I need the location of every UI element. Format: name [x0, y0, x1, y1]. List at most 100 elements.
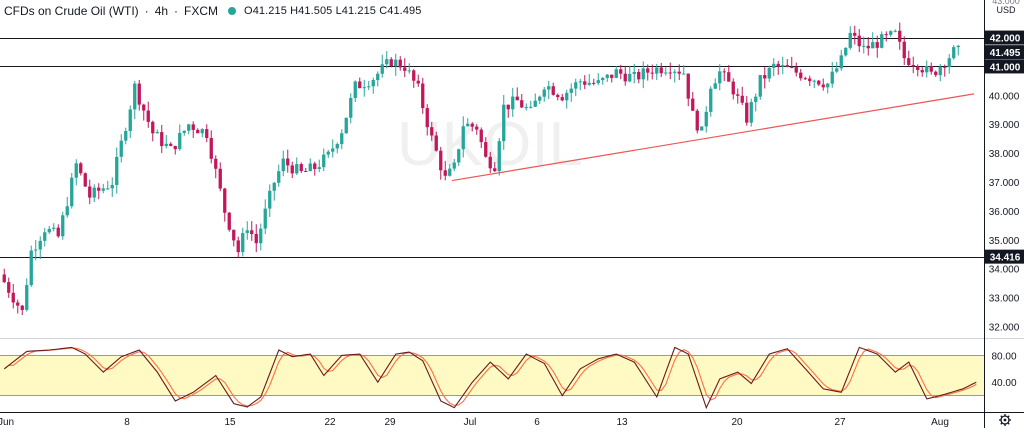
candle — [952, 44, 956, 60]
candle-body — [236, 240, 240, 253]
candle-body — [736, 94, 740, 96]
candle — [610, 74, 614, 83]
candle-body — [862, 45, 866, 47]
candle-body — [538, 96, 542, 101]
candle-body — [196, 129, 200, 134]
candle-body — [628, 73, 632, 82]
candle-body — [691, 98, 695, 111]
candle-body — [448, 168, 452, 176]
candle-body — [506, 104, 510, 110]
candle-body — [479, 129, 483, 143]
candle-body — [614, 69, 618, 78]
candle — [632, 63, 636, 84]
candle-body — [488, 156, 492, 169]
candle — [700, 126, 704, 131]
candle-body — [394, 59, 398, 67]
candle — [326, 149, 330, 159]
time-tick-label: Jul — [464, 417, 477, 428]
candle — [250, 221, 254, 241]
candle-body — [619, 69, 623, 74]
candle-body — [475, 126, 479, 130]
candle — [358, 77, 362, 89]
time-tick-label: Aug — [931, 417, 949, 428]
candle-body — [790, 66, 794, 68]
candle — [349, 93, 353, 124]
candle-body — [182, 130, 186, 133]
candle — [497, 138, 501, 176]
candle — [574, 78, 578, 97]
candle-body — [857, 35, 861, 47]
candle — [133, 80, 137, 120]
candle — [790, 56, 794, 69]
candle — [223, 187, 227, 222]
time-tick-label: Jun — [0, 417, 14, 428]
candle-body — [398, 59, 402, 68]
horizontal-levels — [0, 38, 1024, 258]
candle-body — [146, 110, 150, 122]
level-badge-1[interactable] — [985, 59, 1024, 74]
candle-body — [812, 80, 816, 82]
candle — [718, 64, 722, 91]
candle — [281, 150, 285, 177]
candle — [56, 224, 60, 238]
price-tick-label: 40.000 — [989, 91, 1020, 102]
time-tick-label: 29 — [384, 417, 396, 428]
candle — [844, 47, 848, 57]
candle — [839, 49, 843, 71]
candle-body — [160, 132, 164, 147]
candle-body — [821, 84, 825, 88]
candle-body — [848, 32, 852, 48]
candle-body — [376, 73, 380, 81]
candle — [272, 182, 276, 201]
symbol-title[interactable]: CFDs on Crude Oil (WTI) — [4, 4, 139, 18]
candle — [173, 145, 177, 155]
level-badge-0[interactable] — [985, 30, 1024, 45]
candle-body — [317, 167, 321, 169]
candle-body — [466, 123, 470, 127]
candles — [2, 22, 960, 315]
candle-body — [295, 164, 299, 174]
level-badge-2[interactable] — [985, 249, 1024, 264]
candle-body — [880, 34, 884, 48]
candle-body — [677, 71, 681, 74]
candle-body — [218, 168, 222, 189]
candle — [848, 26, 852, 50]
candle — [646, 64, 650, 81]
candle — [592, 78, 596, 86]
candle-body — [763, 75, 767, 79]
last-price-badge[interactable] — [985, 45, 1024, 60]
candle-body — [668, 72, 672, 74]
candle — [772, 58, 776, 77]
candle — [416, 74, 420, 87]
candle — [389, 57, 393, 68]
candle-body — [250, 230, 254, 235]
candle-body — [119, 140, 123, 157]
candle — [713, 78, 717, 90]
settings-gear-icon[interactable] — [999, 414, 1011, 426]
candle — [884, 31, 888, 42]
candle — [119, 134, 123, 163]
candle — [196, 128, 200, 134]
candle-body — [2, 274, 6, 283]
interval-label[interactable]: 4h — [154, 4, 169, 18]
candle-body — [556, 94, 560, 98]
candle-body — [187, 124, 191, 131]
trendline[interactable] — [451, 93, 975, 182]
candle — [443, 160, 447, 181]
candle — [623, 65, 627, 86]
stochastic-d-line — [3, 347, 977, 407]
candle — [506, 104, 510, 118]
candle — [520, 93, 524, 109]
candle-body — [799, 72, 803, 79]
candle — [722, 68, 726, 82]
candle-body — [907, 58, 911, 65]
candle — [115, 147, 119, 194]
candle-body — [889, 31, 893, 35]
candle — [331, 139, 335, 158]
candle — [29, 245, 33, 287]
candle-body — [569, 88, 573, 93]
candle-body — [839, 55, 843, 69]
candle — [88, 179, 92, 205]
